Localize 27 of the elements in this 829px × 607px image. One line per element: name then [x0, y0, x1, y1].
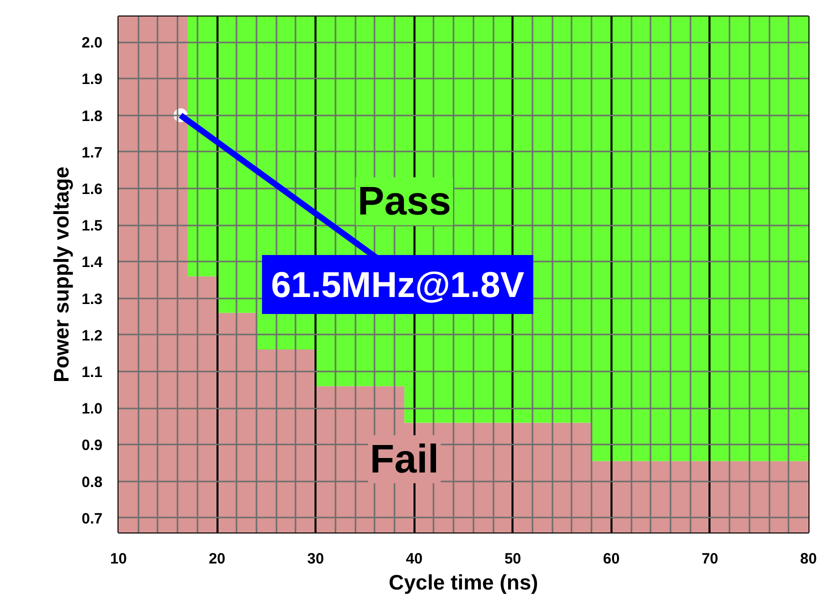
y-tick-label: 0.7 [82, 510, 103, 528]
y-tick-label: 1.5 [82, 218, 103, 235]
y-tick-label: 0.9 [82, 437, 103, 454]
y-tick-label: 1.2 [82, 327, 103, 344]
x-tick-label: 20 [208, 550, 226, 568]
y-tick-label: 1.9 [82, 71, 103, 88]
x-tick-label: 80 [800, 550, 817, 568]
series-label: Pass [358, 179, 452, 224]
x-tick-label: 30 [307, 550, 324, 568]
y-axis-title: Power supply voltage [50, 166, 74, 382]
x-tick-label: 60 [603, 550, 620, 568]
annotation: 61.5MHz@1.8V [271, 264, 524, 305]
x-tick-label: 70 [702, 550, 718, 568]
x-tick-label: 10 [110, 550, 127, 568]
series-label: Fail [370, 437, 439, 482]
y-tick-label: 1.1 [82, 364, 103, 381]
x-axis-title: Cycle time (ns) [388, 572, 538, 594]
y-tick-label: 1.0 [82, 400, 103, 418]
x-tick-label: 40 [406, 550, 423, 568]
y-tick-label: 0.8 [82, 474, 103, 491]
y-tick-label: 1.7 [82, 144, 103, 162]
y-tick-label: 1.8 [82, 108, 103, 125]
y-tick-label: 1.3 [82, 290, 103, 308]
y-tick-label: 1.6 [82, 181, 103, 198]
y-tick-label: 1.4 [82, 254, 104, 272]
y-tick-label: 2.0 [82, 34, 103, 52]
x-tick-label: 50 [504, 550, 522, 568]
